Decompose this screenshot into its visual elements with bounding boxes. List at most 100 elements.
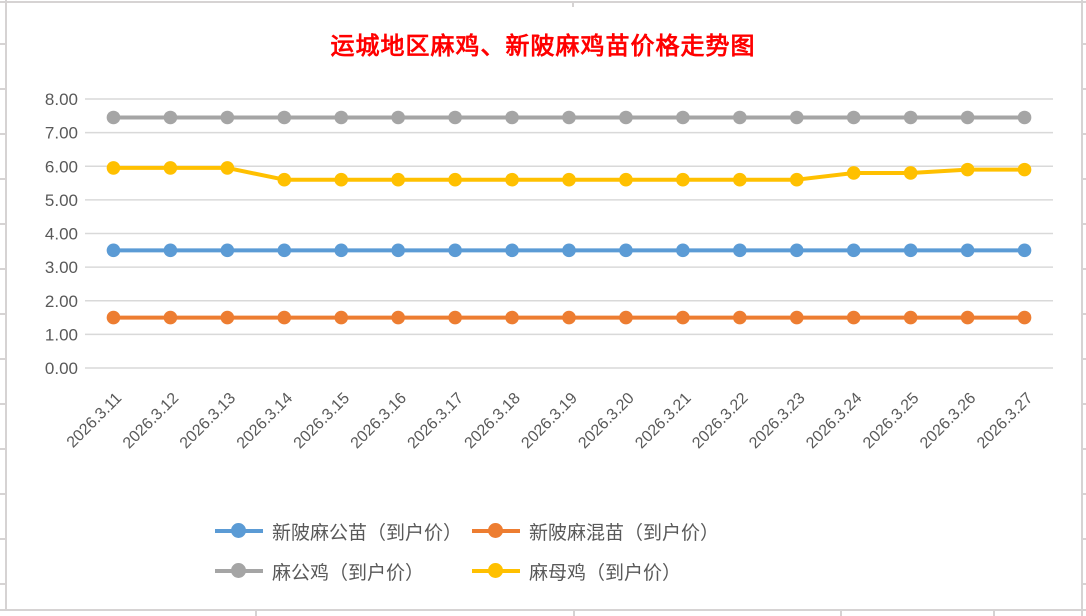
x-axis-tick-label: 2026.3.13 <box>177 390 239 452</box>
series-marker <box>960 243 975 258</box>
legend-label: 新陂麻公苗（到户价） <box>272 522 463 544</box>
sheet-grid-tick <box>0 538 5 540</box>
series-marker <box>220 243 235 258</box>
series-marker <box>505 110 519 125</box>
sheet-grid-tick <box>1083 583 1086 585</box>
series-marker <box>391 110 405 125</box>
series-marker <box>846 166 861 180</box>
series-marker <box>846 243 861 258</box>
sheet-grid-tick <box>0 358 5 360</box>
series-marker <box>448 172 462 187</box>
series-marker <box>1017 110 1032 125</box>
legend-entry: 新陂麻公苗（到户价） <box>215 522 462 544</box>
y-axis-tick-label: 6.00 <box>45 157 78 176</box>
series-marker <box>676 110 690 125</box>
series-marker <box>789 310 804 325</box>
series-marker <box>220 161 235 175</box>
series-marker <box>448 110 462 125</box>
x-axis-tick-label: 2026.3.14 <box>234 390 296 452</box>
series-marker <box>733 172 747 187</box>
series-marker <box>505 172 519 187</box>
series-marker <box>391 172 405 187</box>
series-marker <box>903 243 918 258</box>
legend-entry: 麻母鸡（到户价） <box>472 562 681 584</box>
sheet-grid-tick <box>0 88 5 90</box>
sheet-grid-tick <box>1083 178 1086 180</box>
series-marker <box>391 310 405 325</box>
sheet-grid-tick <box>0 43 5 45</box>
sheet-left-border <box>5 0 7 611</box>
x-axis-tick-label: 2026.3.12 <box>120 390 182 452</box>
x-axis-tick-label: 2026.3.20 <box>575 390 637 452</box>
sheet-grid-tick <box>1083 223 1086 225</box>
series-marker <box>220 110 235 125</box>
series-marker <box>619 310 633 325</box>
series-marker <box>903 110 918 125</box>
y-axis-tick-label: 2.00 <box>45 292 78 311</box>
series-marker <box>733 310 747 325</box>
sheet-grid-tick <box>0 403 5 405</box>
series-marker <box>334 243 349 258</box>
series-marker <box>789 110 804 125</box>
x-axis-tick-label: 2026.3.11 <box>64 390 126 452</box>
sheet-grid-tick <box>1083 88 1086 90</box>
sheet-grid-tick <box>1083 358 1086 360</box>
series-marker <box>505 243 519 258</box>
series-marker <box>960 110 975 125</box>
sheet-grid-tick <box>255 611 257 616</box>
sheet-top-border <box>0 1 1086 3</box>
series-marker <box>163 161 178 175</box>
series-marker <box>106 161 121 175</box>
sheet-grid-tick <box>1083 268 1086 270</box>
series-marker <box>676 243 690 258</box>
series-marker <box>562 310 576 325</box>
sheet-grid-tick <box>0 493 5 495</box>
sheet-grid-tick <box>1083 133 1086 135</box>
series-marker <box>391 243 405 258</box>
y-axis-tick-label: 0.00 <box>45 359 78 378</box>
x-axis-tick-label: 2026.3.19 <box>518 390 580 452</box>
x-axis-tick-label: 2026.3.16 <box>348 390 410 452</box>
sheet-grid-tick <box>993 611 995 616</box>
series-marker <box>106 110 121 125</box>
series-marker <box>562 172 576 187</box>
x-axis-tick-label: 2026.3.21 <box>632 390 694 452</box>
series-marker <box>334 172 349 187</box>
series-marker <box>676 310 690 325</box>
sheet-grid-tick <box>572 3 574 7</box>
series-marker <box>619 172 633 187</box>
series-marker <box>277 310 292 325</box>
sheet-grid-tick <box>1083 43 1086 45</box>
legend-line-marker-icon <box>472 523 520 539</box>
series-marker <box>334 110 349 125</box>
series-marker <box>1017 162 1032 177</box>
series-marker <box>960 310 975 325</box>
sheet-grid-tick <box>1083 448 1086 450</box>
legend-label: 麻公鸡（到户价） <box>272 562 425 584</box>
series-marker <box>106 243 121 258</box>
sheet-grid-tick <box>1083 493 1086 495</box>
chart-title: 运城地区麻鸡、新陂麻鸡苗价格走势图 <box>330 34 756 60</box>
x-axis-tick-label: 2026.3.26 <box>917 390 979 452</box>
x-axis-tick-label: 2026.3.25 <box>860 390 922 452</box>
series-marker <box>619 110 633 125</box>
series-marker <box>448 243 462 258</box>
series-marker <box>220 310 235 325</box>
sheet-grid-tick <box>0 268 5 270</box>
series-marker <box>505 310 519 325</box>
series-marker <box>733 243 747 258</box>
sheet-bottom-border <box>0 609 1086 611</box>
series-marker <box>676 172 690 187</box>
series-marker <box>903 166 918 180</box>
sheet-grid-tick <box>0 313 5 315</box>
x-axis-tick-label: 2026.3.18 <box>462 390 524 452</box>
series-marker <box>448 310 462 325</box>
sheet-right-border <box>1081 0 1083 616</box>
x-axis-tick-label: 2026.3.24 <box>803 390 865 452</box>
y-axis-tick-label: 4.00 <box>45 225 78 244</box>
sheet-grid-tick <box>0 583 5 585</box>
y-axis-tick-label: 7.00 <box>45 124 78 143</box>
legend-entry: 麻公鸡（到户价） <box>215 562 424 584</box>
series-marker <box>562 110 576 125</box>
